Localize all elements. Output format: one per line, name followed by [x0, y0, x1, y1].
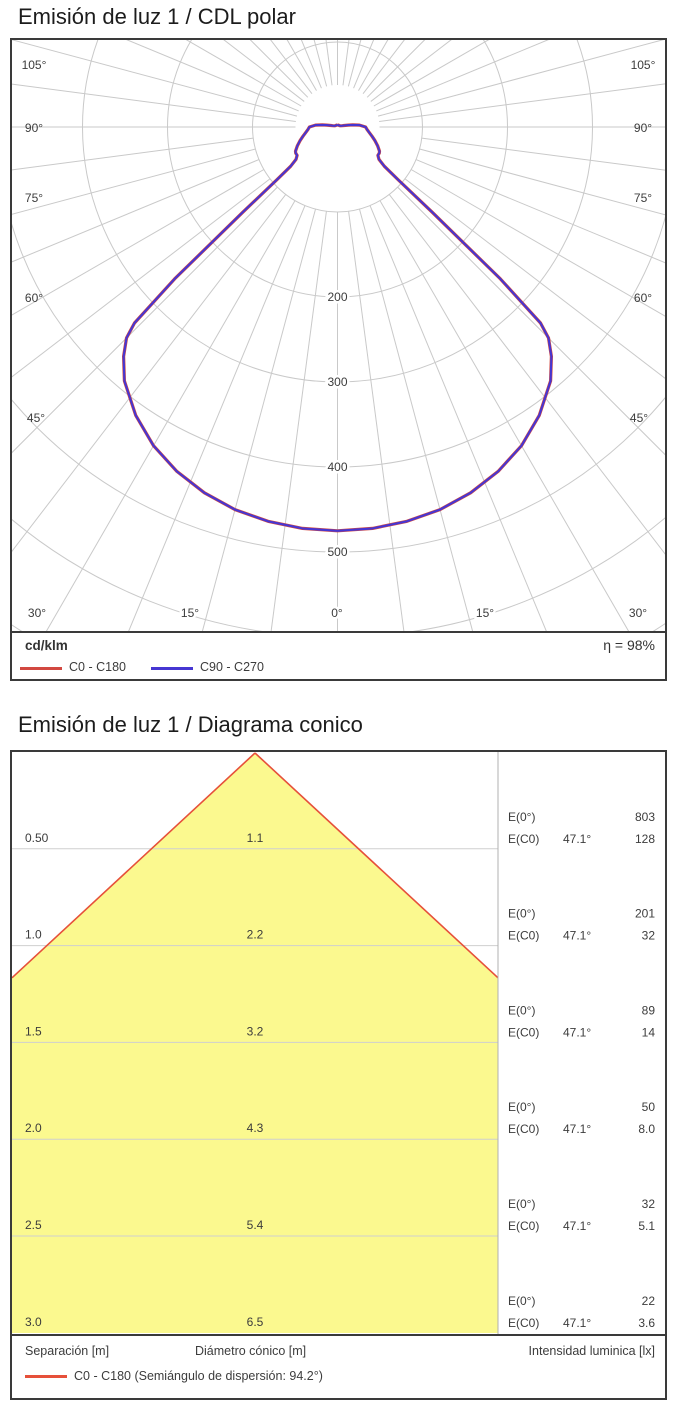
- svg-text:E(C0): E(C0): [508, 929, 539, 943]
- svg-text:60°: 60°: [25, 291, 43, 305]
- svg-text:E(0°): E(0°): [508, 907, 535, 921]
- cone-diameter-axis-label: Diámetro cónico [m]: [195, 1344, 307, 1358]
- efficiency-value: η = 98%: [603, 637, 655, 653]
- svg-text:0°: 0°: [331, 606, 343, 620]
- c0-c180-line-swatch: [20, 667, 62, 670]
- svg-text:803: 803: [635, 810, 655, 824]
- c90-c270-line-swatch: [151, 667, 193, 670]
- svg-text:3.2: 3.2: [247, 1024, 264, 1038]
- svg-text:1.5: 1.5: [25, 1024, 42, 1038]
- polar-legend: cd/klm η = 98% C0 - C180 C90 - C270: [12, 631, 665, 679]
- svg-text:8.0: 8.0: [638, 1122, 655, 1136]
- svg-text:32: 32: [642, 1197, 656, 1211]
- separation-axis-label: Separación [m]: [25, 1344, 110, 1358]
- svg-text:32: 32: [642, 929, 656, 943]
- svg-text:128: 128: [635, 832, 655, 846]
- svg-text:4.3: 4.3: [247, 1121, 264, 1135]
- polar-chart-title: Emisión de luz 1 / CDL polar: [18, 4, 296, 29]
- svg-text:105°: 105°: [631, 58, 656, 72]
- svg-text:E(C0): E(C0): [508, 1025, 539, 1039]
- cone-chart-box: 0.50 1.1 E(0°) 803 E(C0) 47.1° 128 1.0 2.2 E(0°) 2…: [10, 750, 667, 1400]
- cone-footer: Separación [m] Diámetro cónico [m] Inten…: [12, 1334, 665, 1398]
- svg-text:30°: 30°: [629, 606, 647, 620]
- svg-text:E(0°): E(0°): [508, 1003, 535, 1017]
- svg-text:15°: 15°: [476, 606, 494, 620]
- c0-c180-legend-label: C0 - C180: [69, 660, 126, 674]
- svg-text:E(C0): E(C0): [508, 832, 539, 846]
- svg-text:90°: 90°: [634, 121, 652, 135]
- cone-chart-title: Emisión de luz 1 / Diagrama conico: [18, 712, 363, 737]
- svg-text:5.1: 5.1: [638, 1219, 655, 1233]
- svg-text:75°: 75°: [25, 191, 43, 205]
- cone-diagram-chart: 0.50 1.1 E(0°) 803 E(C0) 47.1° 128 1.0 2.2 E(0°) 2…: [12, 752, 656, 1334]
- unit-label: cd/klm: [25, 638, 68, 653]
- svg-text:50: 50: [642, 1100, 656, 1114]
- intensity-axis-label: Intensidad luminica [lx]: [528, 1344, 655, 1358]
- svg-text:E(0°): E(0°): [508, 1294, 535, 1308]
- svg-text:1.1: 1.1: [247, 831, 264, 845]
- svg-text:47.1°: 47.1°: [563, 1122, 591, 1136]
- cone-legend-line-swatch: [25, 1375, 67, 1378]
- polar-cdl-chart: 200 300 400 500 105° 105° 90° 90° 75° 75° 60° 60° 45…: [12, 40, 665, 631]
- svg-text:45°: 45°: [27, 411, 45, 425]
- svg-text:47.1°: 47.1°: [563, 832, 591, 846]
- svg-text:1.0: 1.0: [25, 928, 42, 942]
- svg-text:47.1°: 47.1°: [563, 1316, 591, 1330]
- svg-text:E(0°): E(0°): [508, 810, 535, 824]
- svg-text:E(C0): E(C0): [508, 1219, 539, 1233]
- svg-text:22: 22: [642, 1294, 656, 1308]
- svg-text:2.5: 2.5: [25, 1218, 42, 1232]
- svg-text:60°: 60°: [634, 291, 652, 305]
- svg-text:2.2: 2.2: [247, 928, 264, 942]
- svg-text:400: 400: [327, 460, 347, 474]
- svg-text:3.0: 3.0: [25, 1315, 42, 1329]
- svg-text:5.4: 5.4: [247, 1218, 264, 1232]
- svg-text:47.1°: 47.1°: [563, 1219, 591, 1233]
- svg-text:E(C0): E(C0): [508, 1316, 539, 1330]
- svg-text:E(C0): E(C0): [508, 1122, 539, 1136]
- svg-text:0.50: 0.50: [25, 831, 49, 845]
- svg-text:89: 89: [642, 1003, 656, 1017]
- c90-c270-legend-label: C90 - C270: [200, 660, 264, 674]
- svg-text:75°: 75°: [634, 191, 652, 205]
- svg-text:47.1°: 47.1°: [563, 929, 591, 943]
- svg-text:201: 201: [635, 907, 655, 921]
- svg-text:47.1°: 47.1°: [563, 1025, 591, 1039]
- polar-chart-box: 200 300 400 500 105° 105° 90° 90° 75° 75° 60° 60° 45…: [10, 38, 667, 681]
- svg-text:14: 14: [642, 1025, 656, 1039]
- svg-text:E(0°): E(0°): [508, 1100, 535, 1114]
- svg-text:200: 200: [327, 290, 347, 304]
- svg-text:15°: 15°: [181, 606, 199, 620]
- svg-text:45°: 45°: [630, 411, 648, 425]
- svg-text:500: 500: [327, 545, 347, 559]
- svg-text:3.6: 3.6: [638, 1316, 655, 1330]
- svg-text:300: 300: [327, 375, 347, 389]
- svg-text:6.5: 6.5: [247, 1315, 264, 1329]
- svg-text:105°: 105°: [22, 58, 47, 72]
- svg-text:E(0°): E(0°): [508, 1197, 535, 1211]
- svg-text:30°: 30°: [28, 606, 46, 620]
- svg-text:90°: 90°: [25, 121, 43, 135]
- svg-text:2.0: 2.0: [25, 1121, 42, 1135]
- cone-legend-label: C0 - C180 (Semiángulo de dispersión: 94.…: [74, 1369, 323, 1383]
